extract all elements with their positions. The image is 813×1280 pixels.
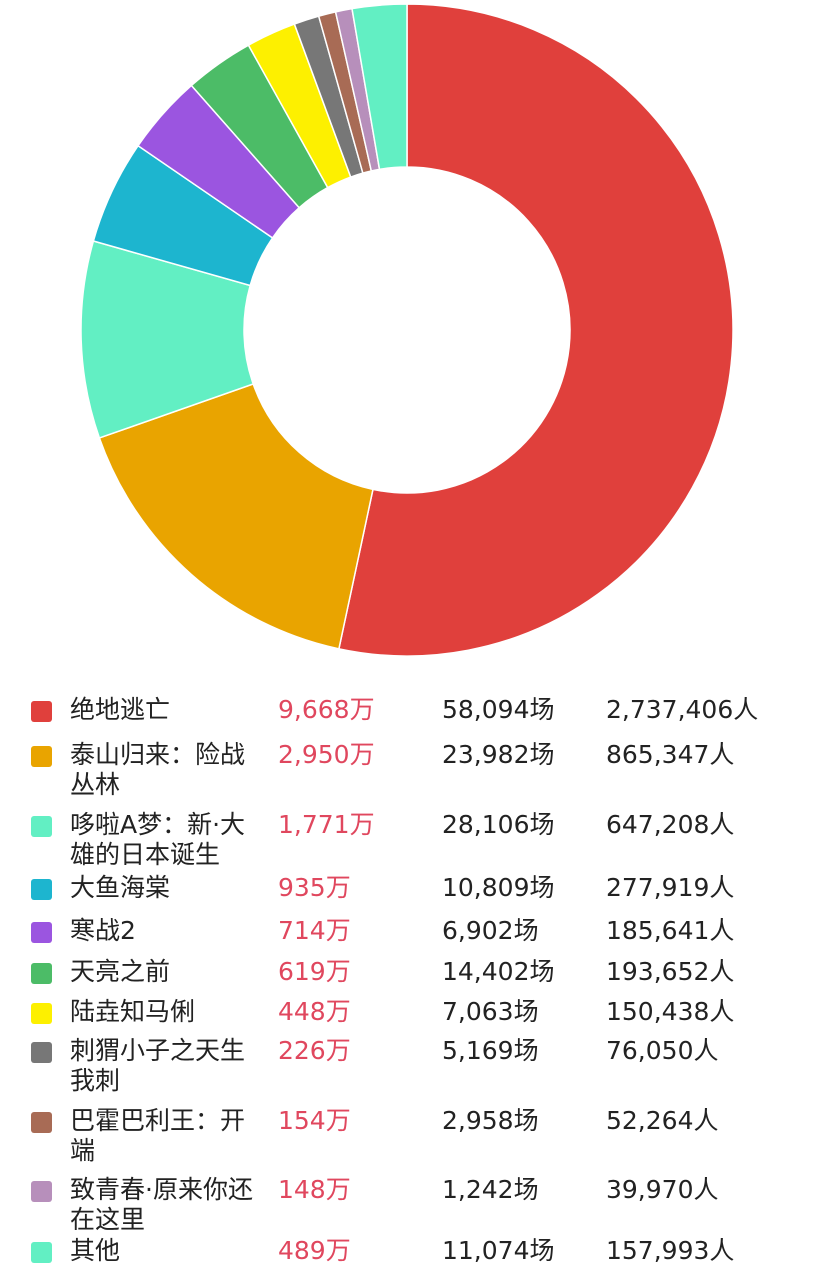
- legend-swatch: [31, 1112, 52, 1133]
- legend-people: 157,993人: [606, 1236, 735, 1265]
- legend-swatch: [31, 922, 52, 943]
- legend-people: 150,438人: [606, 997, 735, 1026]
- legend-series-name: 其他: [70, 1236, 121, 1265]
- legend-swatch: [31, 1042, 52, 1063]
- legend-people: 185,641人: [606, 916, 735, 945]
- legend-series-name: 泰山归来：险战丛林: [70, 740, 246, 799]
- legend-shows: 58,094场: [442, 695, 555, 724]
- donut-slice-11: [351, 3, 408, 171]
- legend-revenue: 9,668万: [278, 695, 375, 724]
- legend-series-name: 哆啦A梦：新·大雄的日本诞生: [70, 810, 246, 869]
- donut-slice-2: [98, 383, 374, 650]
- legend-item: 天亮之前 619万 14,402场 193,652人: [0, 957, 813, 987]
- legend-swatch: [31, 1242, 52, 1263]
- legend-item: 泰山归来：险战丛林 2,950万 23,982场 865,347人: [0, 740, 813, 800]
- legend-item: 致青春·原来你还在这里 148万 1,242场 39,970人: [0, 1175, 813, 1235]
- legend-shows: 14,402场: [442, 957, 555, 986]
- legend-item: 寒战2 714万 6,902场 185,641人: [0, 916, 813, 946]
- legend-revenue: 1,771万: [278, 810, 375, 839]
- donut-chart: [80, 3, 734, 657]
- legend-revenue: 714万: [278, 916, 351, 945]
- legend-shows: 6,902场: [442, 916, 539, 945]
- legend-swatch: [31, 1003, 52, 1024]
- legend-revenue: 154万: [278, 1106, 351, 1135]
- legend-series-name: 致青春·原来你还在这里: [70, 1175, 253, 1234]
- legend-shows: 7,063场: [442, 997, 539, 1026]
- legend-revenue: 448万: [278, 997, 351, 1026]
- legend-people: 647,208人: [606, 810, 735, 839]
- legend-people: 193,652人: [606, 957, 735, 986]
- legend-swatch: [31, 879, 52, 900]
- legend-people: 52,264人: [606, 1106, 719, 1135]
- legend-series-name: 寒战2: [70, 916, 136, 945]
- legend-swatch: [31, 701, 52, 722]
- legend-shows: 23,982场: [442, 740, 555, 769]
- legend-item: 巴霍巴利王：开端 154万 2,958场 52,264人: [0, 1106, 813, 1166]
- legend-revenue: 489万: [278, 1236, 351, 1265]
- legend-series-name: 绝地逃亡: [70, 695, 171, 724]
- legend-item: 哆啦A梦：新·大雄的日本诞生 1,771万 28,106场 647,208人: [0, 810, 813, 870]
- legend-shows: 11,074场: [442, 1236, 555, 1265]
- legend-revenue: 2,950万: [278, 740, 375, 769]
- legend-series-name: 巴霍巴利王：开端: [70, 1106, 246, 1165]
- legend-people: 39,970人: [606, 1175, 719, 1204]
- legend-revenue: 619万: [278, 957, 351, 986]
- legend-item: 陆垚知马俐 448万 7,063场 150,438人: [0, 997, 813, 1027]
- legend-series-name: 大鱼海棠: [70, 873, 171, 902]
- legend-shows: 5,169场: [442, 1036, 539, 1065]
- legend-item: 绝地逃亡 9,668万 58,094场 2,737,406人: [0, 695, 813, 725]
- donut-chart-area: [80, 3, 734, 657]
- legend-series-name: 陆垚知马俐: [70, 997, 196, 1026]
- legend-series-name: 天亮之前: [70, 957, 171, 986]
- legend-shows: 2,958场: [442, 1106, 539, 1135]
- legend-people: 76,050人: [606, 1036, 719, 1065]
- legend-swatch: [31, 963, 52, 984]
- legend-shows: 1,242场: [442, 1175, 539, 1204]
- legend-item: 大鱼海棠 935万 10,809场 277,919人: [0, 873, 813, 903]
- legend-item: 刺猬小子之天生我刺 226万 5,169场 76,050人: [0, 1036, 813, 1096]
- legend-revenue: 148万: [278, 1175, 351, 1204]
- legend-people: 2,737,406人: [606, 695, 759, 724]
- legend-revenue: 226万: [278, 1036, 351, 1065]
- legend-swatch: [31, 1181, 52, 1202]
- legend-people: 277,919人: [606, 873, 735, 902]
- donut-slice-1: [338, 3, 734, 657]
- legend-shows: 10,809场: [442, 873, 555, 902]
- legend-swatch: [31, 746, 52, 767]
- legend-series-name: 刺猬小子之天生我刺: [70, 1036, 246, 1095]
- legend-people: 865,347人: [606, 740, 735, 769]
- legend-item: 其他 489万 11,074场 157,993人: [0, 1236, 813, 1266]
- legend-swatch: [31, 816, 52, 837]
- legend-revenue: 935万: [278, 873, 351, 902]
- legend-shows: 28,106场: [442, 810, 555, 839]
